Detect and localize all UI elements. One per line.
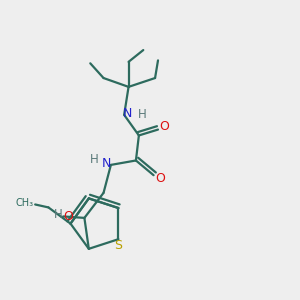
Text: H: H [90, 153, 99, 166]
Text: N: N [102, 157, 111, 169]
Text: O: O [63, 210, 73, 223]
Text: O: O [160, 120, 170, 133]
Text: S: S [114, 239, 122, 252]
Text: N: N [123, 107, 132, 120]
Text: H: H [53, 208, 62, 221]
Text: CH₃: CH₃ [16, 198, 34, 208]
Text: O: O [155, 172, 165, 185]
Text: H: H [137, 108, 146, 121]
